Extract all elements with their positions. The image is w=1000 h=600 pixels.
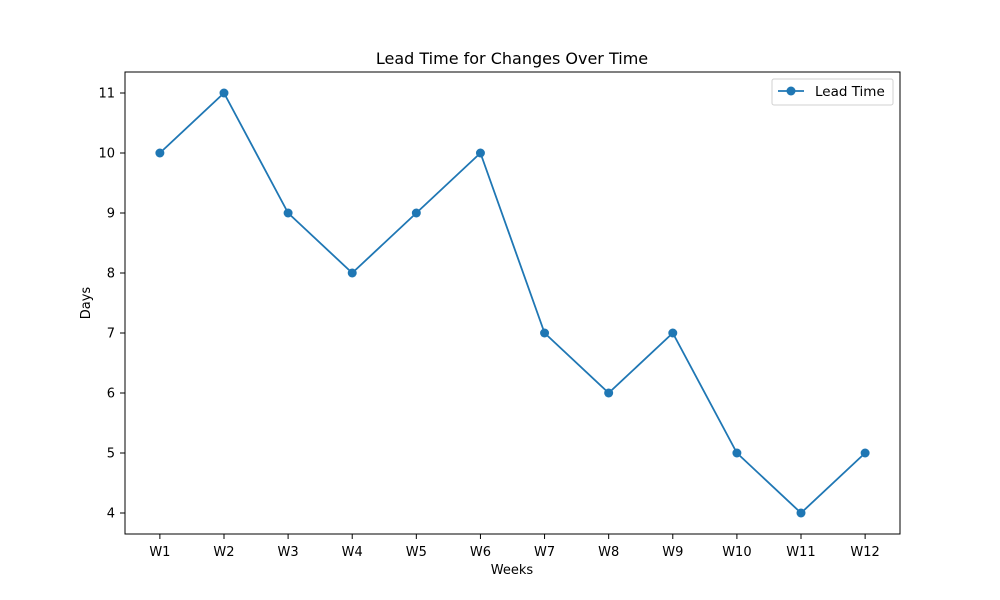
series-layer	[155, 88, 870, 518]
legend-box	[771, 78, 894, 106]
x-axis: W1 W2 W3 W4 W5 W6 W7 W8 W9 W10 W11 W12	[149, 534, 880, 560]
x-axis-label: Weeks	[491, 563, 534, 578]
data-point	[155, 148, 165, 158]
data-point	[668, 328, 678, 338]
x-tick-label: W8	[598, 545, 619, 560]
y-tick-label: 7	[107, 327, 115, 342]
legend-point-marker	[786, 86, 796, 96]
data-point	[860, 448, 870, 458]
y-tick-label: 4	[107, 507, 115, 522]
legend: Lead Time	[771, 78, 894, 106]
data-point	[347, 268, 357, 278]
y-tick-label: 11	[98, 87, 115, 102]
y-tick-label: 8	[107, 267, 115, 282]
y-tick-label: 10	[98, 147, 115, 162]
y-tick-label: 6	[107, 387, 115, 402]
y-axis: 4 5 6 7 8 9 10 11	[98, 87, 125, 522]
x-tick-label: W10	[722, 545, 751, 560]
data-point	[540, 328, 550, 338]
data-point	[283, 208, 293, 218]
chart-title: Lead Time for Changes Over Time	[376, 49, 648, 68]
x-tick-label: W2	[213, 545, 234, 560]
x-tick-label: W6	[470, 545, 491, 560]
x-tick-label: W5	[406, 545, 427, 560]
data-point	[604, 388, 614, 398]
plot-area	[124, 71, 901, 535]
data-point	[732, 448, 742, 458]
plot-frame	[124, 71, 901, 535]
x-tick-label: W11	[786, 545, 815, 560]
data-point	[219, 88, 229, 98]
y-axis-label: Days	[79, 287, 94, 320]
x-tick-label: W12	[850, 545, 879, 560]
data-point	[411, 208, 421, 218]
series-line	[159, 92, 866, 514]
x-tick-label: W1	[149, 545, 170, 560]
x-tick-label: W4	[342, 545, 363, 560]
y-tick-label: 5	[107, 447, 115, 462]
legend-label: Lead Time	[815, 84, 885, 100]
data-point	[475, 148, 485, 158]
data-point	[796, 508, 806, 518]
x-tick-label: W3	[278, 545, 299, 560]
x-tick-label: W7	[534, 545, 555, 560]
y-tick-label: 9	[107, 207, 115, 222]
x-tick-label: W9	[662, 545, 683, 560]
